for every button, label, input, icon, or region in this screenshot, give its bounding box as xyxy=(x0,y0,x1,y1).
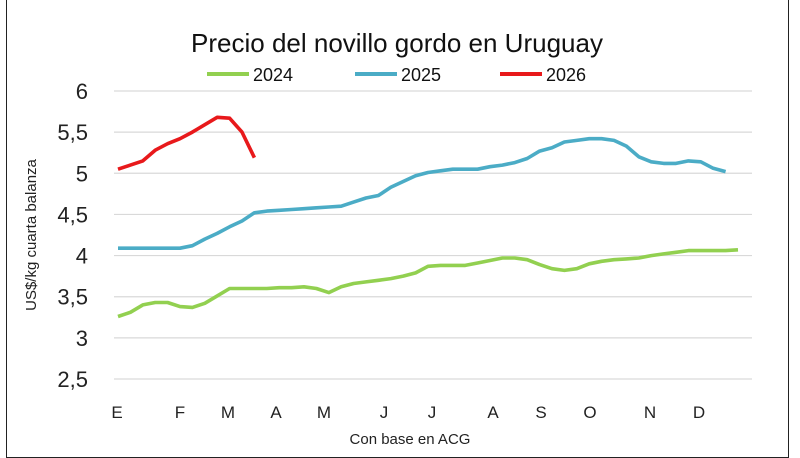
x-tick-label: J xyxy=(428,403,437,422)
x-tick-label: F xyxy=(175,403,185,422)
legend-label: 2024 xyxy=(253,65,293,85)
series-line-2026 xyxy=(117,115,257,171)
legend-label: 2025 xyxy=(401,65,441,85)
x-tick-label: O xyxy=(583,403,596,422)
x-tick-label: E xyxy=(111,403,122,422)
series-line-2025 xyxy=(118,136,727,250)
x-tick-label: N xyxy=(644,403,656,422)
series-line-2024 xyxy=(117,248,739,319)
x-tick-label: J xyxy=(380,403,389,422)
y-tick-label: 3 xyxy=(76,326,88,351)
x-tick-label: D xyxy=(693,403,705,422)
y-tick-label: 6 xyxy=(76,79,88,104)
chart-title: Precio del novillo gordo en Uruguay xyxy=(191,28,603,58)
y-tick-label: 5 xyxy=(76,161,88,186)
x-tick-label: M xyxy=(221,403,235,422)
x-axis-label: Con base en ACG xyxy=(350,431,471,448)
x-tick-label: A xyxy=(270,403,282,422)
x-tick-label: A xyxy=(487,403,499,422)
y-axis-label: US$/kg cuarta balanza xyxy=(23,158,40,310)
x-tick-label: M xyxy=(317,403,331,422)
x-tick-label: S xyxy=(535,403,546,422)
y-tick-label: 2,5 xyxy=(57,367,88,392)
y-tick-label: 4 xyxy=(76,244,88,269)
y-tick-label: 3,5 xyxy=(57,285,88,310)
y-tick-label: 5,5 xyxy=(57,120,88,145)
legend-label: 2026 xyxy=(546,65,586,85)
y-tick-label: 4,5 xyxy=(57,202,88,227)
